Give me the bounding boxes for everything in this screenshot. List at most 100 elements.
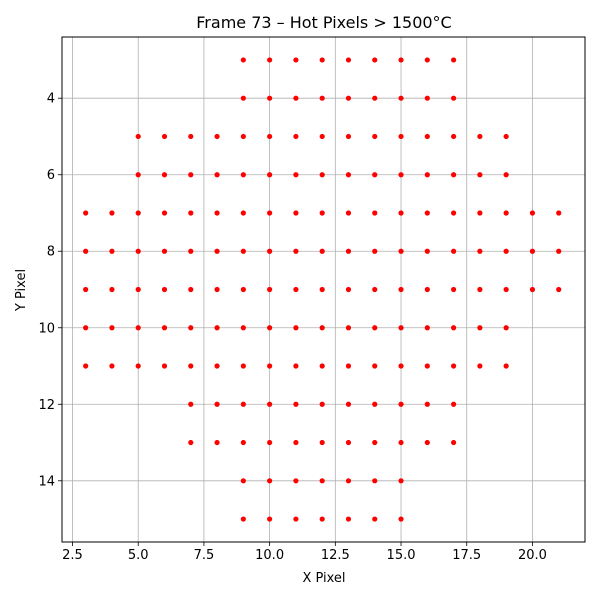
x-axis-ticks: 2.5 5.0 7.5 10.0 12.5 15.0 17.5 20.0: [62, 542, 547, 563]
hot-pixel-point: [293, 439, 299, 446]
x-tick-label: 12.5: [321, 548, 350, 563]
hot-pixel-point: [372, 363, 378, 369]
hot-pixel-point: [267, 478, 273, 484]
x-tick-label: 20.0: [518, 548, 547, 563]
hot-pixel-point: [398, 248, 404, 254]
data-points: [83, 57, 562, 522]
hot-pixel-point: [109, 363, 115, 369]
hot-pixel-point: [345, 286, 352, 293]
hot-pixel-point: [240, 95, 246, 101]
x-tick-label: 17.5: [452, 548, 481, 563]
hot-pixel-point: [135, 133, 141, 140]
hot-pixel-point: [267, 133, 273, 140]
hot-pixel-point: [188, 248, 194, 254]
hot-pixel-point: [267, 248, 273, 254]
hot-pixel-point: [503, 172, 509, 178]
hot-pixel-point: [188, 133, 194, 140]
hot-pixel-point: [188, 172, 194, 178]
y-axis-title: Y Pixel: [14, 269, 29, 312]
x-tick-label: 5.0: [128, 548, 149, 563]
hot-pixel-point: [424, 286, 430, 293]
hot-pixel-point: [188, 210, 194, 216]
hot-pixel-point: [398, 516, 404, 522]
hot-pixel-point: [267, 95, 273, 101]
hot-pixel-point: [319, 439, 325, 446]
hot-pixel-point: [477, 133, 483, 140]
hot-pixel-point: [477, 363, 483, 369]
hot-pixel-point: [450, 57, 457, 63]
hot-pixel-point: [477, 325, 483, 331]
y-axis-ticks: 4 6 8 10 12 14: [38, 92, 62, 489]
hot-pixel-point: [293, 210, 299, 216]
x-axis-title: X Pixel: [302, 571, 345, 586]
hot-pixel-point: [477, 248, 483, 254]
hot-pixel-point: [319, 57, 325, 63]
x-tick-label: 2.5: [62, 548, 83, 563]
hot-pixel-point: [240, 478, 246, 484]
hot-pixel-point: [424, 95, 430, 101]
hot-pixel-point: [161, 325, 168, 331]
hot-pixel-point: [240, 363, 246, 369]
hot-pixel-point: [398, 363, 404, 369]
hot-pixel-point: [161, 210, 168, 216]
hot-pixel-point: [450, 210, 457, 216]
hot-pixel-point: [188, 286, 194, 293]
hot-pixel-point: [398, 325, 404, 331]
hot-pixel-point: [240, 439, 246, 446]
hot-pixel-point: [424, 210, 430, 216]
hot-pixel-point: [267, 439, 273, 446]
hot-pixel-point: [293, 401, 299, 407]
hot-pixel-point: [345, 57, 352, 63]
hot-pixel-point: [398, 210, 404, 216]
hot-pixel-point: [398, 478, 404, 484]
hot-pixel-point: [503, 210, 509, 216]
hot-pixel-point: [398, 172, 404, 178]
hot-pixel-point: [83, 248, 89, 254]
hot-pixel-point: [503, 248, 509, 254]
hot-pixel-point: [293, 363, 299, 369]
hot-pixel-point: [214, 210, 220, 216]
hot-pixel-point: [398, 439, 404, 446]
y-tick-label: 4: [47, 92, 55, 107]
hot-pixel-point: [188, 363, 194, 369]
y-tick-label: 14: [38, 474, 55, 489]
hot-pixel-point: [293, 478, 299, 484]
hot-pixel-point: [556, 286, 562, 293]
x-tick-label: 10.0: [255, 548, 284, 563]
hot-pixel-point: [319, 248, 325, 254]
hot-pixel-point: [240, 516, 246, 522]
hot-pixel-point: [267, 210, 273, 216]
hot-pixel-point: [372, 248, 378, 254]
hot-pixel-point: [214, 133, 220, 140]
hot-pixel-point: [450, 95, 457, 101]
hot-pixel-point: [424, 439, 430, 446]
hot-pixel-point: [267, 401, 273, 407]
hot-pixel-point: [135, 363, 141, 369]
hot-pixel-point: [240, 286, 246, 293]
hot-pixel-point: [372, 439, 378, 446]
hot-pixel-point: [319, 325, 325, 331]
hot-pixel-point: [424, 401, 430, 407]
chart-title: Frame 73 – Hot Pixels > 1500°C: [196, 13, 451, 32]
hot-pixel-point: [398, 133, 404, 140]
hot-pixel-point: [529, 248, 536, 254]
hot-pixel-point: [556, 248, 562, 254]
hot-pixel-point: [319, 172, 325, 178]
hot-pixel-point: [214, 325, 220, 331]
hot-pixel-point: [161, 133, 168, 140]
hot-pixel-point: [372, 95, 378, 101]
hot-pixel-point: [135, 172, 141, 178]
hot-pixel-point: [319, 401, 325, 407]
hot-pixel-point: [450, 401, 457, 407]
hot-pixel-point: [214, 172, 220, 178]
hot-pixel-point: [161, 172, 168, 178]
hot-pixel-point: [135, 248, 141, 254]
hot-pixel-point: [188, 401, 194, 407]
hot-pixel-point: [450, 439, 457, 446]
hot-pixel-point: [240, 248, 246, 254]
hot-pixel-point: [267, 363, 273, 369]
hot-pixel-point: [135, 210, 141, 216]
hot-pixel-point: [161, 363, 168, 369]
hot-pixel-point: [214, 439, 220, 446]
hot-pixel-point: [267, 172, 273, 178]
